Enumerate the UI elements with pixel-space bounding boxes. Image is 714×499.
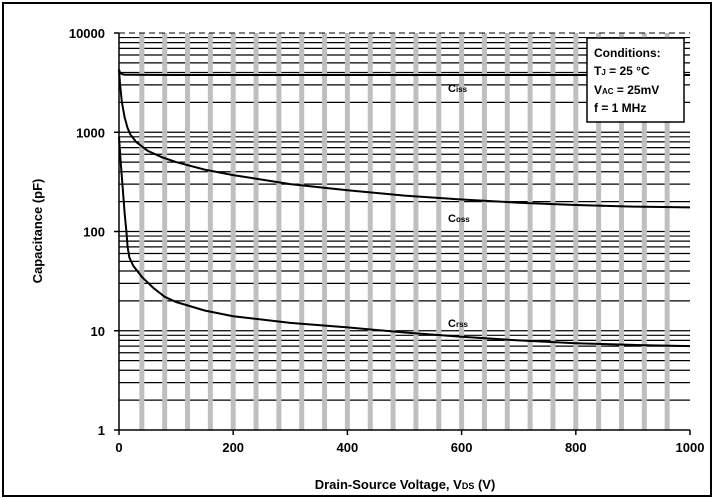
y-tick-label: 10000 bbox=[69, 26, 105, 41]
x-tick-label: 400 bbox=[337, 440, 359, 455]
series-lines bbox=[118, 69, 691, 348]
y-axis-title: Capacitance (pF) bbox=[30, 179, 45, 284]
svg-text:Coss: Coss bbox=[448, 213, 470, 225]
series-line-ciss bbox=[118, 69, 690, 76]
svg-text:Crss: Crss bbox=[448, 318, 469, 330]
y-tick-label: 100 bbox=[83, 225, 105, 240]
x-tick-label: 0 bbox=[115, 440, 122, 455]
conditions-tj: TJ = 25 °C bbox=[594, 64, 650, 78]
conditions-frame bbox=[586, 37, 685, 123]
conditions-box: Conditions: TJ = 25 °C VAC = 25mV f = 1 … bbox=[586, 37, 685, 123]
grid bbox=[119, 33, 690, 430]
x-tick-label: 800 bbox=[565, 440, 587, 455]
y-tick-label: 1 bbox=[98, 423, 105, 438]
x-axis-title: Drain-Source Voltage, VDS (V) bbox=[315, 477, 496, 492]
axes bbox=[114, 32, 691, 435]
series-line-crss bbox=[118, 136, 691, 348]
svg-text:Ciss: Ciss bbox=[448, 83, 468, 95]
conditions-heading: Conditions: bbox=[594, 46, 661, 60]
series-label-ciss: Ciss bbox=[448, 83, 468, 95]
x-tick-label: 1000 bbox=[676, 440, 705, 455]
tick-labels: 1 10 100 1000 10000 0 200 400 600 800 1000 bbox=[69, 26, 705, 455]
series-label-crss: Crss bbox=[448, 318, 469, 330]
x-tick-label: 200 bbox=[222, 440, 244, 455]
x-tick-label: 600 bbox=[451, 440, 473, 455]
y-tick-label: 10 bbox=[91, 324, 105, 339]
y-tick-label: 1000 bbox=[76, 125, 105, 140]
conditions-vac: VAC = 25mV bbox=[594, 83, 659, 97]
series-label-coss: Coss bbox=[448, 213, 470, 225]
series-line-coss bbox=[118, 69, 691, 209]
conditions-freq: f = 1 MHz bbox=[594, 101, 646, 115]
